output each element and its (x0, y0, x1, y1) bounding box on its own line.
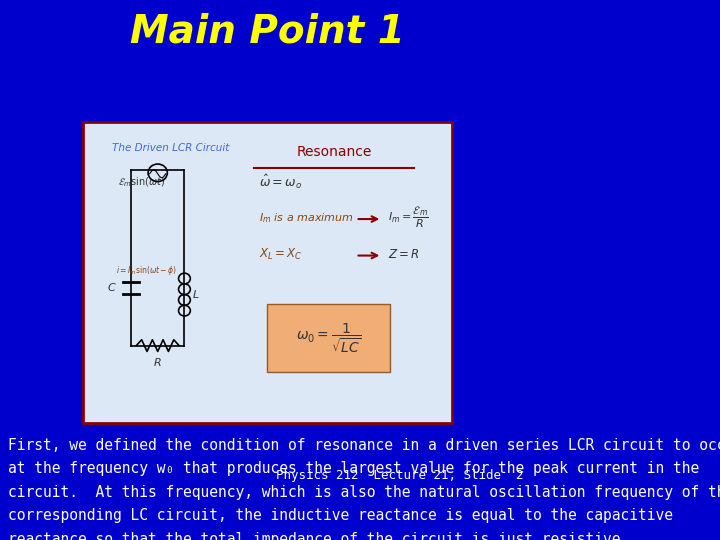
Text: The Driven LCR Circuit: The Driven LCR Circuit (112, 143, 230, 153)
Text: Physics 212  Lecture 21, Slide  2: Physics 212 Lecture 21, Slide 2 (276, 469, 524, 482)
Text: C: C (107, 283, 115, 293)
Text: R: R (154, 358, 161, 368)
Text: L: L (192, 289, 199, 300)
FancyBboxPatch shape (267, 304, 390, 373)
Text: circuit.  At this frequency, which is also the natural oscillation frequency of : circuit. At this frequency, which is als… (8, 485, 720, 500)
Text: $\mathcal{E}_m \sin(\omega t)$: $\mathcal{E}_m \sin(\omega t)$ (118, 175, 166, 189)
Text: $\hat{\omega} = \omega_o$: $\hat{\omega} = \omega_o$ (259, 173, 302, 192)
Text: Resonance: Resonance (297, 145, 372, 159)
Text: $X_L = X_C$: $X_L = X_C$ (259, 247, 303, 262)
Text: reactance so that the total impedance of the circuit is just resistive.: reactance so that the total impedance of… (8, 531, 629, 540)
Text: at the frequency w₀ that produces the largest value for the peak current in the: at the frequency w₀ that produces the la… (8, 462, 699, 476)
Text: $\omega_0 = \dfrac{1}{\sqrt{LC}}$: $\omega_0 = \dfrac{1}{\sqrt{LC}}$ (296, 322, 361, 355)
Text: $I_m$ is a maximum: $I_m$ is a maximum (259, 212, 354, 225)
Text: corresponding LC circuit, the inductive reactance is equal to the capacitive: corresponding LC circuit, the inductive … (8, 508, 673, 523)
Text: Main Point 1: Main Point 1 (130, 12, 405, 51)
Text: $Z = R$: $Z = R$ (387, 248, 419, 261)
Text: $i = I_m \sin(\omega t - \phi)$: $i = I_m \sin(\omega t - \phi)$ (117, 264, 178, 277)
Text: First, we defined the condition of resonance in a driven series LCR circuit to o: First, we defined the condition of reson… (8, 438, 720, 453)
FancyBboxPatch shape (83, 122, 451, 423)
Text: $I_m = \dfrac{\mathcal{E}_m}{R}$: $I_m = \dfrac{\mathcal{E}_m}{R}$ (387, 205, 428, 230)
